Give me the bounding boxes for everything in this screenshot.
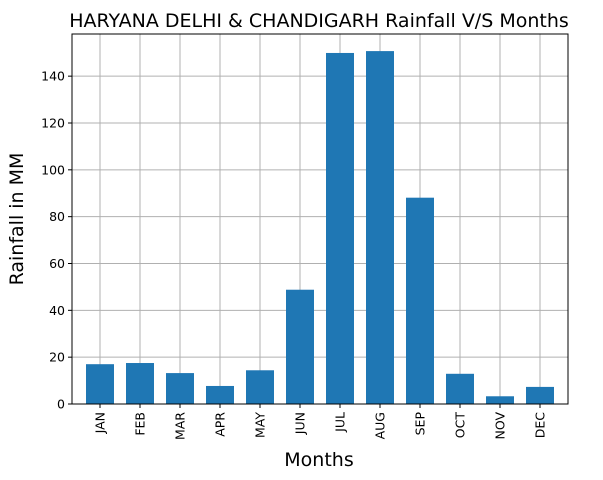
x-axis-label: Months bbox=[284, 449, 353, 471]
x-tick-label: NOV bbox=[493, 412, 508, 440]
bar-jan bbox=[86, 364, 114, 404]
axis-ticks: 0 20 40 60 80 100 120 140 JAN FEB MAR APR MAY JUN JUL A… bbox=[41, 69, 547, 440]
y-tick-label: 100 bbox=[41, 162, 65, 177]
x-tick-label: AUG bbox=[373, 412, 388, 439]
x-tick-label: JAN bbox=[93, 412, 108, 434]
y-tick-label: 80 bbox=[49, 209, 65, 224]
bars bbox=[86, 51, 554, 404]
x-tick-label: DEC bbox=[533, 412, 548, 439]
y-tick-label: 140 bbox=[41, 69, 65, 84]
x-tick-label: FEB bbox=[133, 412, 148, 436]
bar-apr bbox=[206, 385, 234, 404]
y-tick-label: 120 bbox=[41, 115, 65, 130]
x-tick-label: MAR bbox=[173, 412, 188, 440]
bar-mar bbox=[166, 373, 194, 404]
bar-may bbox=[246, 370, 274, 404]
x-tick-label: SEP bbox=[413, 412, 428, 436]
bar-jun bbox=[286, 289, 314, 404]
y-tick-label: 40 bbox=[49, 303, 65, 318]
chart-title: HARYANA DELHI & CHANDIGARH Rainfall V/S … bbox=[69, 10, 569, 32]
x-tick-label: JUN bbox=[293, 412, 308, 435]
y-tick-label: 20 bbox=[49, 350, 65, 365]
x-tick-label: APR bbox=[213, 412, 228, 437]
bar-aug bbox=[366, 51, 394, 404]
bar-dec bbox=[526, 386, 554, 404]
bar-oct bbox=[446, 373, 474, 404]
x-tick-label: OCT bbox=[453, 412, 468, 439]
grid-lines bbox=[72, 34, 568, 405]
bar-jul bbox=[326, 52, 354, 404]
x-tick-label: JUL bbox=[333, 412, 348, 433]
y-axis-label: Rainfall in MM bbox=[6, 153, 28, 286]
bar-sep bbox=[406, 197, 434, 404]
bar-nov bbox=[486, 396, 514, 404]
bar-feb bbox=[126, 363, 154, 404]
y-tick-label: 0 bbox=[57, 397, 65, 412]
plot-frame bbox=[71, 33, 569, 405]
y-tick-label: 60 bbox=[49, 256, 65, 271]
x-tick-label: MAY bbox=[253, 412, 268, 438]
